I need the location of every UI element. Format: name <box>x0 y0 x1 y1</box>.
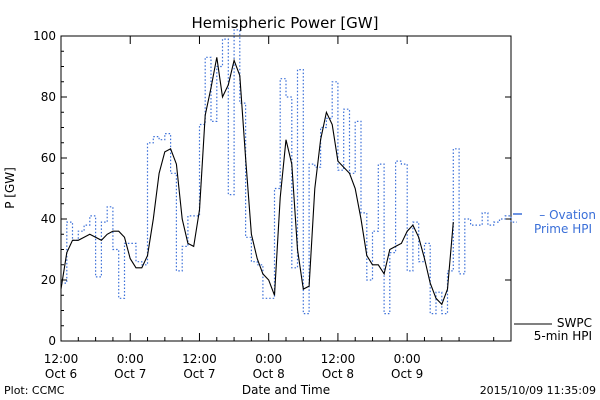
x-tick-label-date: Oct 7 <box>183 367 215 381</box>
legend-swpc-label-1: SWPC <box>557 316 592 330</box>
x-tick-label-time: 0:00 <box>117 352 144 366</box>
legend-swpc-label-2: 5-min HPI <box>534 329 592 343</box>
x-tick-label-date: Oct 6 <box>45 367 77 381</box>
y-tick-label: 60 <box>41 151 56 165</box>
y-axis: 0 20 40 60 80 100 <box>33 29 511 348</box>
chart-title: Hemispheric Power [GW] <box>192 14 379 32</box>
series-ovation-prime-hpi <box>61 29 517 315</box>
series-swpc-5min-hpi <box>60 57 454 306</box>
x-tick-label-date: Oct 8 <box>322 367 354 381</box>
x-tick-label-time: 12:00 <box>321 352 356 366</box>
x-tick-label-time: 0:00 <box>255 352 282 366</box>
y-tick-label: 100 <box>33 29 56 43</box>
x-axis-label: Date and Time <box>242 383 330 397</box>
x-tick-label-time: 12:00 <box>182 352 217 366</box>
x-tick-label-date: Oct 9 <box>391 367 423 381</box>
x-tick-label-date: Oct 8 <box>253 367 285 381</box>
legend-ovation-label-2: Prime HPI <box>534 222 592 236</box>
y-tick-label: 20 <box>41 273 56 287</box>
x-tick-label-date: Oct 7 <box>114 367 146 381</box>
legend-ovation-label-1: – Ovation <box>539 208 596 222</box>
footer-credit: Plot: CCMC <box>4 384 65 397</box>
x-tick-label-time: 0:00 <box>394 352 421 366</box>
footer-timestamp: 2015/10/09 11:35:09 <box>480 384 596 397</box>
x-tick-label-time: 12:00 <box>44 352 79 366</box>
y-tick-label: 0 <box>48 334 56 348</box>
y-tick-label: 80 <box>41 90 56 104</box>
y-tick-label: 40 <box>41 212 56 226</box>
y-axis-label: P [GW] <box>3 167 17 209</box>
series-group <box>60 29 517 315</box>
